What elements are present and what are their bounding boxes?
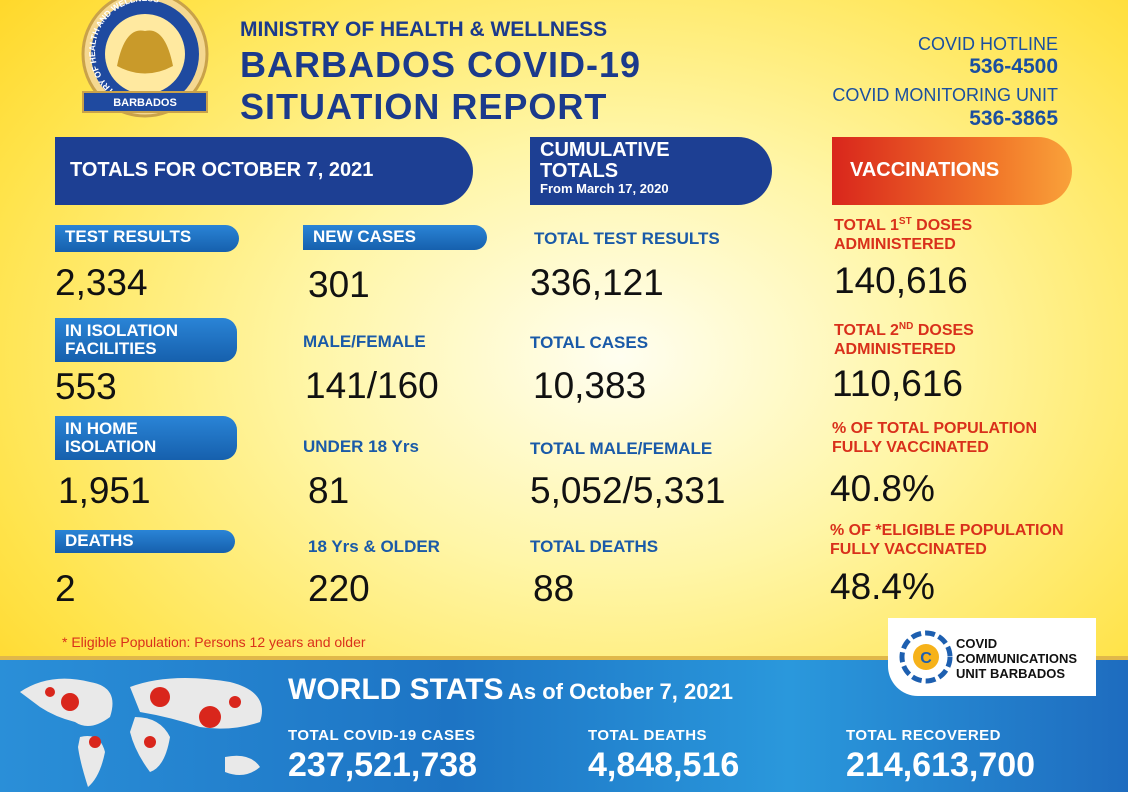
label: TOTAL MALE/FEMALE <box>530 439 713 458</box>
label-pill: IN HOME ISOLATION <box>55 416 237 460</box>
cumulative-banner-text: CUMULATIVE <box>540 139 670 161</box>
world-value: 214,613,700 <box>846 746 1036 784</box>
label-sup: ND <box>898 321 914 332</box>
daily-banner-text: TOTALS FOR OCTOBER 7, 2021 <box>70 159 374 181</box>
hotline: 536-4500 <box>969 55 1058 78</box>
world-heading: WORLD STATS As of October 7, 2021 <box>288 673 733 707</box>
value: 81 <box>308 470 350 511</box>
daily-banner: TOTALS FOR OCTOBER 7, 2021 <box>55 137 473 205</box>
title-line: BARBADOS COVID-19 <box>240 44 642 85</box>
vaccination-label: % OF TOTAL POPULATION FULLY VACCINATED <box>832 419 1037 457</box>
cumulative-banner-text: TOTALS <box>540 160 619 182</box>
label: TEST RESULTS <box>65 227 192 246</box>
label-pill: TEST RESULTS <box>55 225 239 252</box>
label: 18 Yrs & OLDER <box>308 537 440 556</box>
label-sup: ST <box>898 216 912 227</box>
world-label: TOTAL COVID-19 CASES <box>288 727 476 744</box>
vaccination-label: TOTAL 2ND DOSES ADMINISTERED <box>834 317 974 359</box>
monitoring: 536-3865 <box>969 107 1058 130</box>
value: 220 <box>308 568 370 609</box>
value: 88 <box>533 568 575 609</box>
world-value: 4,848,516 <box>588 746 740 784</box>
world-map <box>20 678 262 787</box>
comms-line: UNIT BARBADOS <box>956 666 1066 681</box>
label: MALE/FEMALE <box>303 332 426 351</box>
value: 2,334 <box>55 262 148 303</box>
label: ISOLATION <box>65 437 157 456</box>
vaccination-label: TOTAL 1ST DOSES ADMINISTERED <box>834 212 972 254</box>
value: 336,121 <box>530 262 664 303</box>
label: TOTAL DEATHS <box>530 537 659 556</box>
ministry-logo: MINISTRY OF HEALTH AND WELLNESS BARBADOS <box>81 0 209 118</box>
vaccinations-banner-text: VACCINATIONS <box>850 159 1000 181</box>
label: IN HOME <box>65 419 138 438</box>
logo-banner: BARBADOS <box>113 97 177 109</box>
label: TOTAL CASES <box>530 333 649 352</box>
monitoring-label: COVID MONITORING UNIT <box>832 85 1058 105</box>
label: FULLY VACCINATED <box>832 439 989 456</box>
world-title: WORLD STATS <box>288 673 504 706</box>
comms-icon: C <box>899 630 953 684</box>
value: 10,383 <box>533 365 647 406</box>
label: % OF TOTAL POPULATION <box>832 420 1038 437</box>
label-pill: DEATHS <box>55 530 235 553</box>
label: ADMINISTERED <box>834 236 956 253</box>
divider <box>0 656 1128 660</box>
value: 301 <box>308 264 370 305</box>
world-value: 237,521,738 <box>288 746 478 784</box>
label: DEATHS <box>65 531 134 550</box>
ministry: MINISTRY OF HEALTH & WELLNESS <box>240 18 608 41</box>
label-pill: NEW CASES <box>303 225 487 250</box>
svg-text:C: C <box>920 650 932 667</box>
comms-line: COMMUNICATIONS <box>956 651 1078 666</box>
title-line: SITUATION REPORT <box>240 86 608 127</box>
label: DOSES <box>916 217 973 234</box>
label: FULLY VACCINATED <box>830 541 987 558</box>
value: 553 <box>55 366 117 407</box>
value: 5,052/5,331 <box>530 470 726 511</box>
label: TOTAL TEST RESULTS <box>534 229 720 248</box>
label: UNDER 18 Yrs <box>303 437 419 456</box>
vaccinations-banner: VACCINATIONS <box>832 137 1072 205</box>
value: 141/160 <box>305 365 439 406</box>
hotline-label: COVID HOTLINE <box>917 34 1058 54</box>
value: 1,951 <box>58 470 151 511</box>
value: 110,616 <box>832 363 963 404</box>
label: TOTAL 2 <box>834 322 899 339</box>
vaccination-label: % OF *ELIGIBLE POPULATION FULLY VACCINATE… <box>830 521 1064 559</box>
cumulative-banner: CUMULATIVE TOTALS From March 17, 2020 <box>530 137 772 205</box>
cumulative-since: From March 17, 2020 <box>540 181 669 196</box>
value: 48.4% <box>830 566 935 607</box>
label: FACILITIES <box>65 339 157 358</box>
comms-logo: C COVID COMMUNICATIONS UNIT BARBADOS <box>888 618 1096 696</box>
label: NEW CASES <box>313 227 416 246</box>
label: IN ISOLATION <box>65 321 179 340</box>
value: 140,616 <box>834 260 968 301</box>
world-label: TOTAL DEATHS <box>588 727 708 744</box>
footnote: * Eligible Population: Persons 12 years … <box>62 634 366 650</box>
label: % OF *ELIGIBLE POPULATION <box>830 522 1064 539</box>
value: 2 <box>55 568 76 609</box>
world-as-of: As of October 7, 2021 <box>507 679 733 704</box>
comms-line: COVID <box>956 636 998 651</box>
world-label: TOTAL RECOVERED <box>846 727 1002 744</box>
label: ADMINISTERED <box>834 341 956 358</box>
label-pill: IN ISOLATION FACILITIES <box>55 318 237 362</box>
label: TOTAL 1 <box>834 217 899 234</box>
comms-text: COVID COMMUNICATIONS UNIT BARBADOS <box>956 636 1077 681</box>
label: DOSES <box>917 322 974 339</box>
value: 40.8% <box>830 468 935 509</box>
